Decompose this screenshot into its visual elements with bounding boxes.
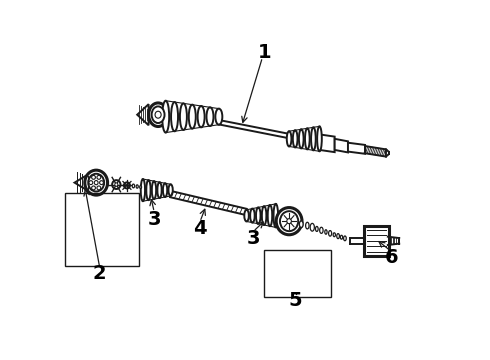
Ellipse shape (299, 221, 303, 228)
Ellipse shape (88, 174, 104, 192)
Ellipse shape (92, 175, 96, 179)
Ellipse shape (343, 236, 346, 241)
Ellipse shape (268, 205, 272, 226)
Ellipse shape (341, 235, 343, 239)
Ellipse shape (245, 210, 249, 221)
Ellipse shape (329, 231, 332, 236)
Ellipse shape (293, 130, 297, 148)
Ellipse shape (147, 180, 150, 200)
Text: 2: 2 (93, 264, 106, 283)
Ellipse shape (273, 204, 278, 228)
Ellipse shape (316, 226, 318, 231)
Ellipse shape (276, 208, 302, 235)
Ellipse shape (85, 170, 108, 195)
Ellipse shape (163, 183, 167, 197)
Ellipse shape (97, 175, 101, 179)
Ellipse shape (180, 103, 187, 130)
Ellipse shape (317, 126, 322, 151)
Ellipse shape (141, 179, 145, 201)
Polygon shape (348, 143, 365, 154)
Ellipse shape (148, 103, 168, 126)
Polygon shape (335, 139, 348, 152)
Ellipse shape (169, 184, 173, 196)
Ellipse shape (262, 206, 267, 225)
Ellipse shape (99, 181, 103, 185)
Polygon shape (365, 146, 386, 157)
Ellipse shape (197, 106, 205, 127)
Ellipse shape (132, 184, 135, 188)
Ellipse shape (310, 223, 315, 231)
Ellipse shape (299, 129, 304, 148)
Polygon shape (319, 134, 335, 152)
Ellipse shape (94, 181, 98, 185)
Ellipse shape (305, 128, 310, 149)
Ellipse shape (189, 105, 196, 129)
Ellipse shape (140, 186, 142, 189)
FancyBboxPatch shape (364, 226, 389, 256)
Ellipse shape (112, 180, 121, 189)
Bar (265, 250, 331, 297)
Ellipse shape (319, 227, 323, 233)
Ellipse shape (325, 230, 327, 234)
Ellipse shape (155, 111, 161, 118)
Text: 1: 1 (258, 44, 271, 62)
Ellipse shape (97, 186, 101, 190)
Polygon shape (137, 104, 148, 125)
Polygon shape (74, 172, 93, 194)
Ellipse shape (115, 183, 118, 186)
Ellipse shape (206, 107, 214, 126)
Ellipse shape (287, 131, 292, 147)
Text: 4: 4 (193, 220, 207, 238)
Bar (65, 193, 139, 266)
Ellipse shape (157, 182, 162, 198)
Ellipse shape (162, 101, 169, 132)
Ellipse shape (250, 208, 255, 222)
Ellipse shape (337, 234, 340, 239)
Ellipse shape (152, 181, 156, 199)
Text: 3: 3 (246, 229, 260, 248)
Ellipse shape (333, 233, 336, 237)
Ellipse shape (287, 219, 292, 224)
Ellipse shape (215, 109, 222, 125)
Text: 6: 6 (385, 248, 398, 267)
Ellipse shape (171, 102, 178, 131)
Polygon shape (219, 120, 289, 138)
Ellipse shape (92, 186, 96, 190)
Text: 3: 3 (147, 210, 161, 229)
Ellipse shape (280, 211, 298, 231)
Ellipse shape (256, 207, 261, 224)
Ellipse shape (151, 107, 165, 123)
Ellipse shape (311, 127, 316, 150)
Text: 5: 5 (289, 291, 302, 310)
Ellipse shape (136, 185, 138, 188)
Ellipse shape (306, 222, 309, 229)
Ellipse shape (124, 183, 130, 188)
Ellipse shape (89, 181, 93, 185)
